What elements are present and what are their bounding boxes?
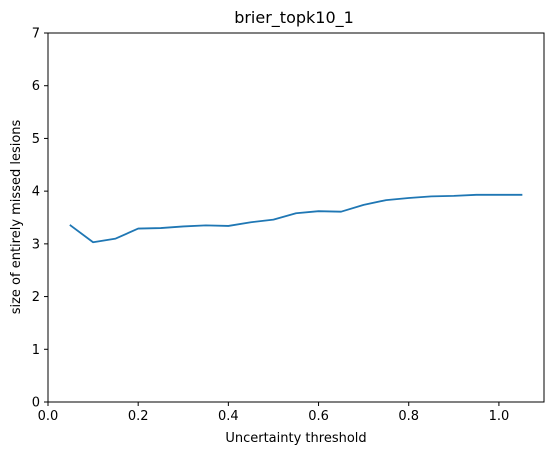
plot-area: 0.0 0.2 0.4 0.6 0.8 1.0 0 1 2 3 4 5 6 7 [32,27,523,424]
x-tick-label: 0.6 [308,409,329,424]
x-tick-label: 0.0 [38,409,59,424]
x-tick-label: 0.2 [128,409,149,424]
x-tick-label: 1.0 [489,409,510,424]
y-tick-label: 3 [32,237,40,252]
chart-title: brier_topk10_1 [234,8,354,28]
x-axis-label: Uncertainty threshold [225,431,366,446]
y-tick-label: 5 [32,132,40,147]
x-tick-label: 0.8 [398,409,419,424]
y-tick-label: 0 [32,396,40,411]
y-axis-label: size of entirely missed lesions [9,119,24,314]
plot-frame [47,32,545,403]
series-line [69,193,523,244]
y-tick-label: 4 [32,185,40,200]
y-tick-label: 6 [32,79,40,94]
y-tick-label: 7 [32,27,40,42]
x-tick-label: 0.4 [218,409,239,424]
y-tick-label: 1 [32,343,40,358]
y-tick-label: 2 [32,290,40,305]
